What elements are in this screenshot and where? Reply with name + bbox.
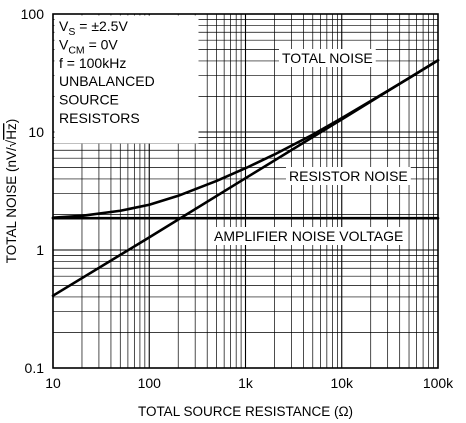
y-tick-label: 0.1 [25,360,45,376]
condition-source: SOURCE [59,92,119,108]
condition-common-mode: VCM = 0V [59,36,118,56]
plot-frame [52,13,439,369]
condition-unbalanced: UNBALANCED [59,73,155,89]
x-axis-title: TOTAL SOURCE RESISTANCE (Ω) [138,404,353,419]
x-tick-label: 10k [330,375,354,391]
y-tick-label: 1 [36,242,44,258]
total-noise-label-bg [279,49,376,67]
x-tick-label: 100 [138,375,162,391]
series-layer [51,58,440,297]
total-noise-label: TOTAL NOISE [282,50,373,66]
condition-frequency: f = 100kHz [59,55,126,71]
resistor-noise-line [51,58,440,297]
condition-resistors: RESISTORS [59,110,140,126]
amplifier-noise-label: AMPLIFIER NOISE VOLTAGE [214,228,403,244]
conditions-box [54,15,199,144]
x-tick-label: 100k [423,375,454,391]
resistor-noise-label: RESISTOR NOISE [289,168,408,184]
x-tick-labels: 10 100 1k 10k 100k [45,375,454,391]
y-tick-label: 10 [28,124,44,140]
resistor-noise-label-bg [286,167,411,185]
y-tick-label: 100 [21,6,45,22]
y-axis-title: TOTAL NOISE (nV/√Hz) [4,119,19,263]
x-tick-label: 10 [45,375,61,391]
x-tick-label: 1k [238,375,254,391]
amplifier-noise-label-bg [211,227,407,245]
y-tick-labels: 0.1 1 10 100 [21,6,45,376]
condition-supply: VS = ±2.5V [59,18,128,38]
